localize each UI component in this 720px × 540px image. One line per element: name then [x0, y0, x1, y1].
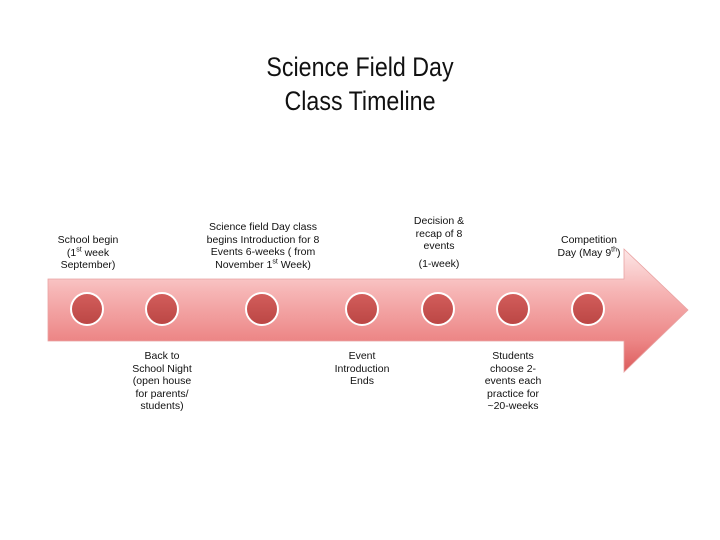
title-line-2: Class Timeline	[284, 86, 436, 116]
event-decision-recap: Decision & recap of 8 events (1-week)	[403, 215, 475, 270]
event-students-choose: Students choose 2-events each practice f…	[484, 350, 542, 412]
timeline-dots	[70, 292, 605, 326]
dot-competition	[571, 292, 605, 326]
event-introduction-ends: Event Introduction Ends	[334, 350, 390, 387]
dot-class-begins	[245, 292, 279, 326]
dot-school-begin	[70, 292, 104, 326]
event-class-begins: Science field Day class begins Introduct…	[206, 221, 320, 271]
event-back-to-school-night: Back to School Night (open house for par…	[132, 350, 192, 412]
dot-back-to-school	[145, 292, 179, 326]
slide-title: Science Field Day Class Timeline	[50, 50, 669, 118]
event-decision-duration: (1-week)	[418, 257, 460, 270]
title-line-1: Science Field Day	[266, 52, 454, 82]
dot-decision	[421, 292, 455, 326]
event-school-begin: School begin (1st week September)	[57, 234, 119, 271]
dot-intro-ends	[345, 292, 379, 326]
event-competition-day: Competition Day (May 9th)	[557, 234, 621, 259]
dot-students-choose	[496, 292, 530, 326]
